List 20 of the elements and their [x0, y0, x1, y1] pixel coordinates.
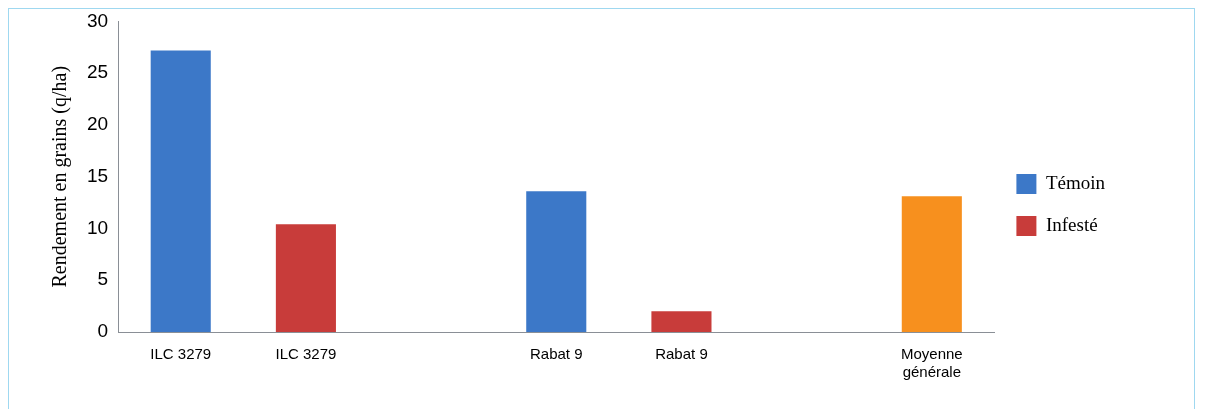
bar — [651, 311, 712, 332]
x-tick-label: Rabat 9 — [530, 345, 583, 363]
y-tick-label: 25 — [86, 61, 109, 83]
bar — [526, 191, 587, 332]
y-tick-label: 20 — [86, 113, 109, 135]
x-tick-label: ILC 3279 — [275, 345, 337, 363]
bar — [150, 50, 211, 332]
x-tick-label: ILC 3279 — [150, 345, 212, 363]
y-tick-label: 0 — [97, 320, 109, 342]
y-tick-label: 15 — [86, 164, 109, 186]
y-tick-label: 30 — [86, 9, 109, 31]
legend-label: Infesté — [1045, 213, 1098, 235]
y-tick-label: 5 — [97, 268, 109, 290]
y-tick-label: 10 — [86, 216, 109, 238]
legend-label: Témoin — [1045, 171, 1106, 193]
bar — [275, 224, 336, 332]
x-tick-label: Rabat 9 — [655, 345, 708, 363]
bar — [901, 196, 962, 332]
x-tick-label: Moyenne générale — [900, 345, 963, 381]
y-axis-title: Rendement en grains (q/ha) — [48, 65, 72, 288]
